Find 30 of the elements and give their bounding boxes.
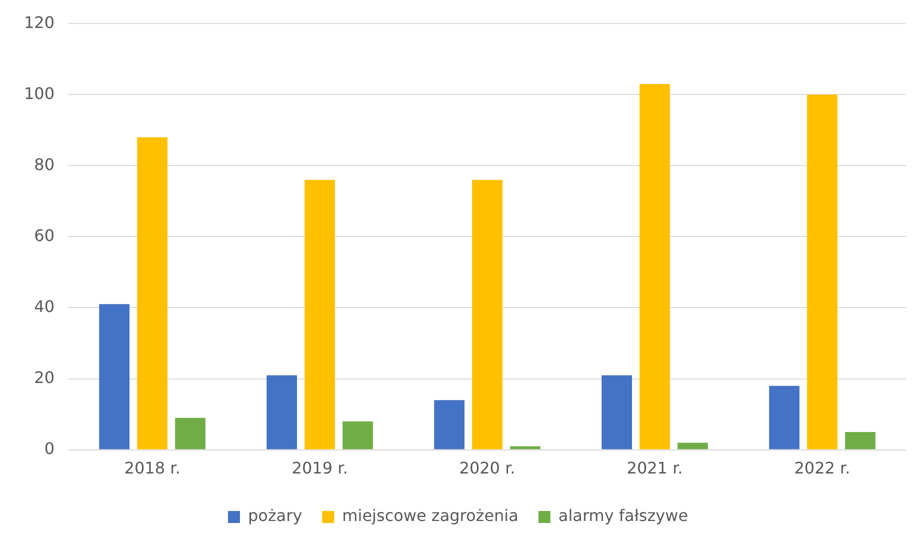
bar [510, 446, 540, 450]
bar [845, 432, 876, 450]
bar [602, 375, 632, 450]
y-tick-label: 100 [24, 84, 55, 103]
bar [175, 418, 206, 450]
y-tick-label: 0 [44, 438, 55, 458]
legend-label: pożary [248, 506, 302, 526]
bar [678, 442, 708, 450]
bar [434, 400, 464, 450]
x-tick-label: 2019 r. [292, 458, 348, 478]
y-tick-label: 80 [34, 154, 55, 174]
bar [640, 84, 670, 450]
x-tick-label: 2022 r. [794, 458, 850, 478]
bar [769, 386, 800, 450]
bar [807, 94, 838, 450]
bar [137, 137, 168, 450]
x-tick-label: 2021 r. [626, 458, 683, 478]
x-tick-label: 2018 r. [124, 458, 180, 478]
bar [99, 304, 130, 450]
bar [472, 180, 502, 450]
y-tick-label: 40 [34, 296, 55, 316]
y-tick-label: 20 [34, 368, 55, 387]
bar [266, 375, 297, 450]
legend-label: miejscowe zagrożenia [342, 506, 518, 526]
legend-label: alarmy fałszywe [558, 506, 688, 526]
bar [304, 180, 335, 450]
y-tick-label: 120 [24, 12, 55, 32]
y-tick-label: 60 [34, 226, 55, 245]
bar [342, 421, 373, 450]
x-tick-label: 2020 r. [459, 458, 516, 478]
